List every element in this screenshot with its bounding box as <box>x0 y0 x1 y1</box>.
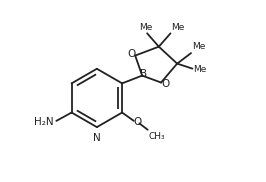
Text: O: O <box>133 117 141 127</box>
Text: Me: Me <box>172 23 185 32</box>
Text: H₂N: H₂N <box>35 117 54 127</box>
Text: O: O <box>161 79 170 89</box>
Text: O: O <box>127 49 135 59</box>
Text: Me: Me <box>194 65 207 74</box>
Text: B: B <box>140 70 147 80</box>
Text: Me: Me <box>192 42 206 51</box>
Text: N: N <box>93 133 101 143</box>
Text: CH₃: CH₃ <box>148 132 165 141</box>
Text: Me: Me <box>139 23 153 32</box>
